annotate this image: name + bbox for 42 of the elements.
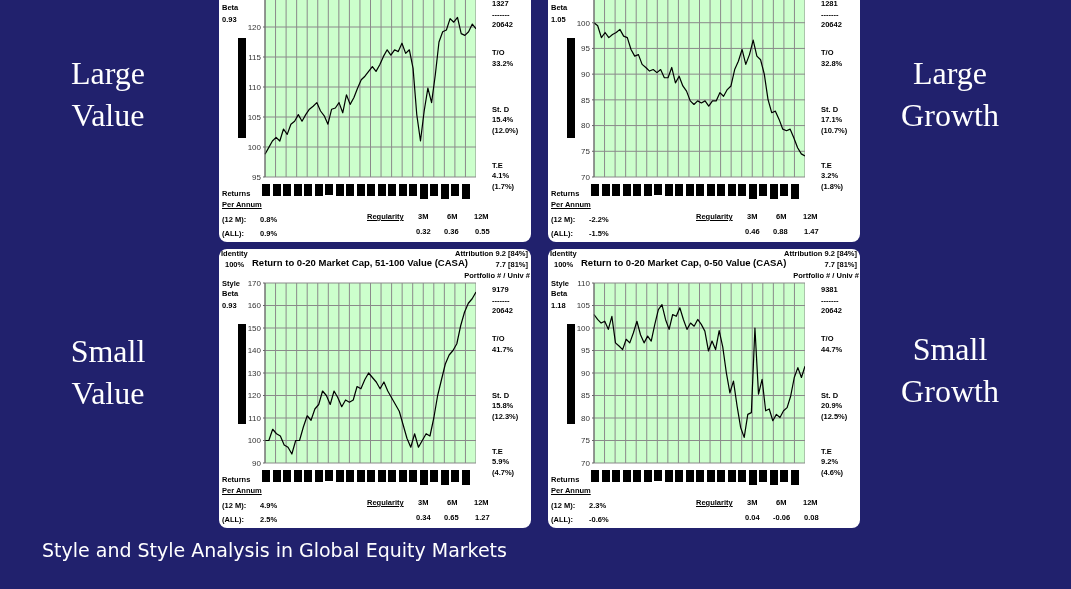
chart-title: Return to 0-20 Market Cap, 51-100 Value (CASA): [252, 257, 468, 268]
y-tick-label: 90: [252, 458, 262, 468]
y-tick-label: 150: [247, 323, 262, 333]
line-series: [264, 16, 476, 155]
y-tick-label: 170: [247, 278, 262, 288]
y-tick-label: 110: [248, 413, 262, 423]
y-tick-label: 100: [247, 436, 262, 446]
y-tick-label: 110: [248, 82, 262, 92]
text: Large Value: [70, 54, 146, 135]
y-tick-label: 80: [581, 413, 591, 423]
y-tick-label: 130: [247, 368, 262, 378]
y-tick-label: 160: [247, 301, 262, 311]
y-tick-label: 100: [576, 18, 591, 28]
y-tick-label: 105: [247, 112, 262, 122]
text: Small Growth: [900, 330, 1000, 411]
y-tick-label: 85: [581, 391, 591, 401]
y-tick-label: 70: [581, 172, 591, 182]
line-series: [593, 22, 805, 157]
y-tick-label: 105: [576, 301, 591, 311]
y-tick-label: 95: [252, 172, 262, 182]
y-tick-label: 100: [576, 323, 591, 333]
y-tick-label: 75: [581, 147, 591, 157]
y-tick-label: 120: [247, 22, 262, 32]
text: Style and Style Analysis in Global Equity Markets: [42, 539, 507, 561]
y-tick-label: 75: [581, 436, 591, 446]
y-tick-label: 115: [248, 52, 262, 62]
text: Large Growth: [900, 54, 1000, 135]
y-tick-label: 90: [581, 368, 591, 378]
y-tick-label: 100: [247, 142, 262, 152]
chart-title: Return to 0-20 Market Cap, 0-50 Value (CASA): [581, 257, 787, 268]
line-series: [264, 291, 476, 455]
y-tick-label: 70: [581, 458, 591, 468]
y-tick-label: 95: [581, 44, 591, 54]
y-tick-label: 120: [247, 391, 262, 401]
y-tick-label: 140: [247, 346, 262, 356]
text: Small Value: [69, 332, 147, 413]
y-tick-label: 85: [581, 95, 591, 105]
y-tick-label: 110: [577, 278, 591, 288]
y-tick-label: 80: [581, 121, 591, 131]
y-tick-label: 90: [581, 69, 591, 79]
y-tick-label: 95: [581, 346, 591, 356]
line-series: [593, 304, 805, 438]
